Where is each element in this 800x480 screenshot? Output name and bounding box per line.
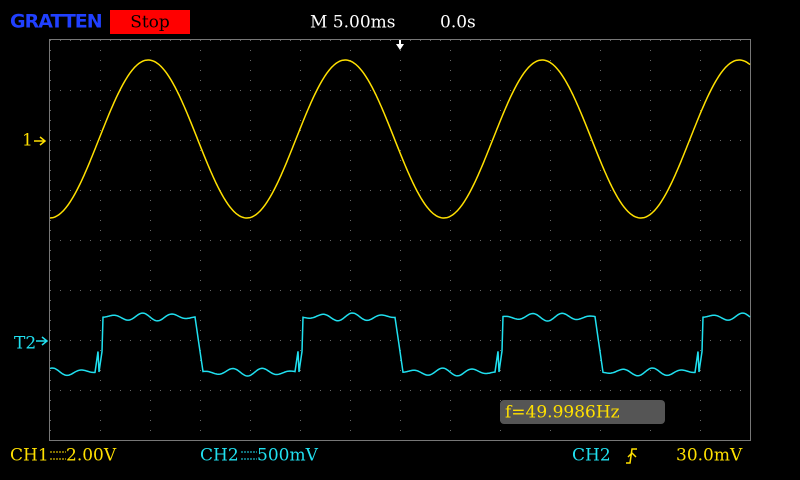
ch1-arrow (34, 136, 47, 146)
trigger-position: 0.0s (440, 13, 476, 33)
brand-logo: GRATTEN (10, 11, 102, 33)
ch1-marker: 1 (22, 131, 33, 151)
ch2-trace (49, 312, 751, 377)
grid-v (50, 40, 750, 440)
ch2-label: CH2 (200, 446, 239, 466)
timebase: M 5.00ms (310, 13, 396, 33)
ch2-marker: T2 (14, 334, 36, 354)
trigger-edge-icon (626, 448, 637, 464)
ch1-label: CH1 (10, 446, 49, 466)
screen-border (49, 39, 751, 441)
trigger-source: CH2 (572, 446, 611, 466)
ch1-trace (49, 59, 751, 219)
trigger-position-arrow (396, 40, 404, 50)
ch2-coupling (241, 451, 257, 460)
status-box[interactable] (110, 10, 190, 34)
ch2-scale: 500mV (257, 446, 319, 466)
frequency-measurement: f=49.9986Hz (505, 403, 620, 423)
measurement-box (500, 400, 665, 424)
ch1-coupling (50, 451, 66, 460)
ch2-arrow (36, 336, 49, 346)
trigger-level: 30.0mV (676, 446, 743, 466)
status[interactable]: Stop (130, 13, 170, 33)
ch1-scale: 2.00V (66, 446, 117, 466)
